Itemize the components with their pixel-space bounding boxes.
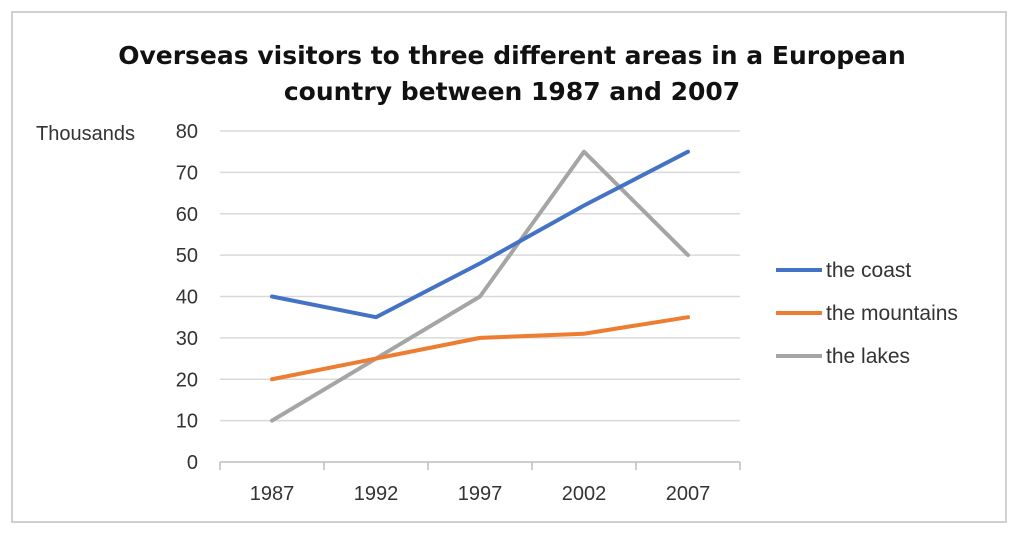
y-tick-label: 10 bbox=[176, 411, 198, 433]
chart-title: Overseas visitors to three different are… bbox=[0, 38, 1024, 110]
y-tick-label: 40 bbox=[176, 287, 198, 309]
x-tick-label: 1987 bbox=[250, 483, 295, 505]
y-axis-ticks: 0 10 20 30 40 50 60 70 80 bbox=[176, 121, 198, 474]
x-tick-label: 2002 bbox=[562, 483, 607, 505]
series-lines bbox=[270, 149, 690, 423]
chart-title-line-1: Overseas visitors to three different are… bbox=[118, 41, 906, 70]
legend: the coast the mountains the lakes bbox=[776, 259, 958, 368]
y-tick-label: 50 bbox=[176, 245, 198, 267]
legend-label: the coast bbox=[826, 259, 911, 282]
y-tick-label: 60 bbox=[176, 204, 198, 226]
y-tick-label: 30 bbox=[176, 328, 198, 350]
series-line-the-lakes bbox=[270, 149, 690, 423]
y-tick-label: 80 bbox=[176, 121, 198, 143]
x-tick-label: 2007 bbox=[666, 483, 711, 505]
legend-label: the mountains bbox=[826, 302, 958, 325]
axes bbox=[219, 461, 741, 470]
y-axis-label: Thousands bbox=[36, 123, 135, 145]
x-axis-ticks: 1987 1992 1997 2002 2007 bbox=[250, 483, 711, 505]
y-tick-label: 20 bbox=[176, 369, 198, 391]
y-tick-label: 70 bbox=[176, 162, 198, 184]
series-line-the-coast bbox=[270, 149, 690, 320]
gridlines bbox=[220, 130, 740, 422]
chart-title-line-2: country between 1987 and 2007 bbox=[283, 77, 741, 106]
x-tick-label: 1992 bbox=[354, 483, 399, 505]
legend-label: the lakes bbox=[826, 345, 910, 368]
chart-frame bbox=[11, 11, 1007, 523]
x-tick-label: 1997 bbox=[458, 483, 503, 505]
series-line-the-mountains bbox=[270, 315, 690, 382]
y-tick-label: 0 bbox=[187, 452, 198, 474]
